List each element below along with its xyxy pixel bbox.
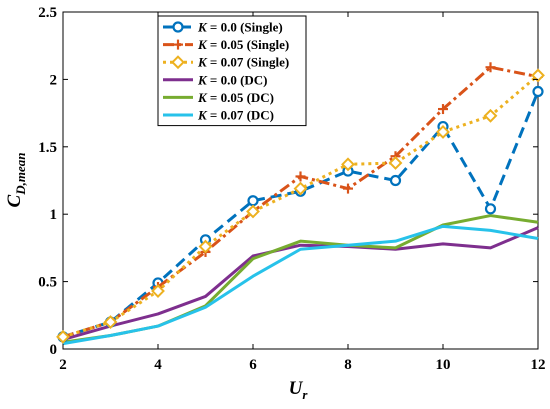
series-line <box>62 90 540 339</box>
x-tick-label: 4 <box>154 357 162 373</box>
y-tick-label: 2.5 <box>38 5 57 21</box>
legend-marker <box>171 55 185 70</box>
legend-entry: K = 0.05 (Single) <box>163 37 289 52</box>
series-line <box>62 224 539 346</box>
data-point <box>388 156 403 170</box>
data-point <box>341 157 355 172</box>
legend-marker <box>172 21 184 33</box>
x-axis: 2 4 6 8 10 12 <box>59 12 546 373</box>
data-point <box>438 104 448 115</box>
data-point <box>56 329 70 344</box>
data-point <box>198 239 213 254</box>
data-point <box>295 171 306 182</box>
legend-label: K = 0.05 (Single) <box>197 37 289 52</box>
legend-box <box>157 15 307 127</box>
data-point <box>293 181 308 196</box>
legend-label: K = 0.0 (DC) <box>197 72 268 87</box>
data-point <box>151 284 165 298</box>
x-tick-label: 2 <box>59 357 67 373</box>
data-point <box>484 203 497 215</box>
x-tick-label: 6 <box>249 357 257 373</box>
series-2 <box>56 68 545 344</box>
y-tick-label: 2 <box>50 72 58 88</box>
data-point <box>389 174 402 187</box>
data-point <box>436 125 450 139</box>
data-point <box>531 68 545 83</box>
x-tick-label: 8 <box>344 357 352 373</box>
data-point <box>532 85 544 98</box>
y-tick-label: 0 <box>50 342 58 358</box>
legend-label: K = 0.05 (DC) <box>197 90 274 105</box>
data-point <box>246 204 260 219</box>
legend-label: K = 0.07 (Single) <box>197 55 289 70</box>
series-line <box>62 226 539 342</box>
x-tick-label: 10 <box>436 357 451 373</box>
legend-entry: K = 0.07 (Single) <box>163 55 289 70</box>
data-point <box>485 62 496 73</box>
x-axis-label: Ur <box>289 378 309 402</box>
legend-entry: K = 0.0 (DC) <box>163 72 268 87</box>
data-point <box>103 315 118 329</box>
legend-label: K = 0.0 (Single) <box>197 20 283 35</box>
y-tick-label: 0.5 <box>38 275 57 291</box>
data-point <box>247 195 259 207</box>
y-tick-label: 1.5 <box>38 140 57 156</box>
legend-entry: K = 0.05 (DC) <box>163 90 274 105</box>
y-axis-label: CD,mean <box>4 153 28 208</box>
series-line <box>62 74 539 339</box>
data-point <box>483 108 498 123</box>
y-tick-label: 1 <box>50 207 58 223</box>
x-tick-label: 12 <box>531 357 546 373</box>
legend: K = 0.0 (Single) K = 0.05 (Single) K = 0.0… <box>157 15 307 127</box>
y-axis: 0 0.5 1 1.5 2 2.5 <box>38 5 538 358</box>
legend-entry: K = 0.07 (DC) <box>163 108 274 123</box>
series-5 <box>62 224 539 346</box>
legend-entry: K = 0.0 (Single) <box>163 20 283 35</box>
legend-label: K = 0.07 (DC) <box>197 108 274 123</box>
series-3 <box>62 226 539 342</box>
legend-marker <box>173 39 183 50</box>
data-point <box>343 183 353 194</box>
